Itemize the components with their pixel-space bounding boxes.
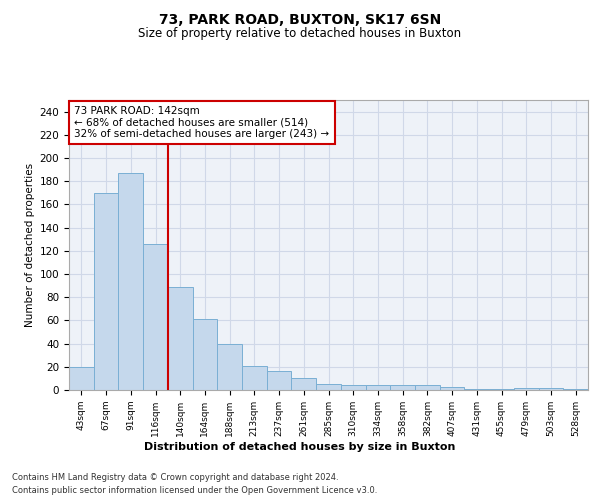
Y-axis label: Number of detached properties: Number of detached properties (25, 163, 35, 327)
Bar (464, 389, 489, 390)
Bar (168, 287, 193, 390)
Bar (267, 372, 292, 390)
Bar (242, 366, 267, 390)
Bar (365, 386, 390, 390)
Text: 73 PARK ROAD: 142sqm
← 68% of detached houses are smaller (514)
32% of semi-deta: 73 PARK ROAD: 142sqm ← 68% of detached h… (74, 106, 329, 139)
Bar (415, 386, 440, 390)
Bar (341, 386, 365, 390)
Bar (563, 389, 588, 390)
Text: Size of property relative to detached houses in Buxton: Size of property relative to detached ho… (139, 28, 461, 40)
Bar (539, 388, 563, 390)
Bar (390, 386, 415, 390)
Text: Distribution of detached houses by size in Buxton: Distribution of detached houses by size … (145, 442, 455, 452)
Text: 73, PARK ROAD, BUXTON, SK17 6SN: 73, PARK ROAD, BUXTON, SK17 6SN (159, 12, 441, 26)
Bar (217, 344, 242, 390)
Bar (94, 193, 118, 390)
Bar (143, 244, 168, 390)
Bar (292, 378, 316, 390)
Bar (489, 389, 514, 390)
Bar (514, 388, 539, 390)
Text: Contains public sector information licensed under the Open Government Licence v3: Contains public sector information licen… (12, 486, 377, 495)
Bar (118, 173, 143, 390)
Bar (69, 367, 94, 390)
Bar (316, 384, 341, 390)
Text: Contains HM Land Registry data © Crown copyright and database right 2024.: Contains HM Land Registry data © Crown c… (12, 472, 338, 482)
Bar (440, 386, 464, 390)
Bar (193, 319, 217, 390)
